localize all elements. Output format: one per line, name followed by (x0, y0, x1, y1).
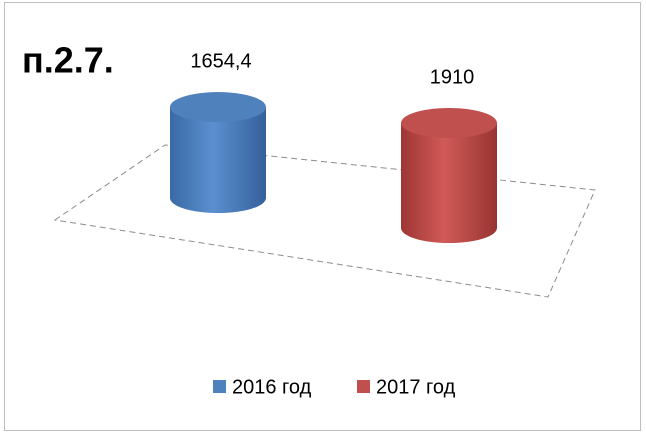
legend-label: 2017 год (376, 376, 456, 398)
floor (53, 144, 596, 298)
data-label: 1654,4 (190, 50, 251, 72)
chart-frame (4, 2, 641, 431)
cylinder-top (170, 92, 266, 123)
data-label: 1910 (430, 66, 475, 88)
chart-title: п.2.7. (22, 40, 114, 81)
cylinder-top (401, 108, 497, 138)
legend-swatch (213, 380, 226, 393)
cylinder-body (170, 107, 266, 213)
cylinder-body (401, 123, 497, 243)
legend-swatch (357, 380, 370, 393)
legend-label: 2016 год (232, 376, 312, 398)
